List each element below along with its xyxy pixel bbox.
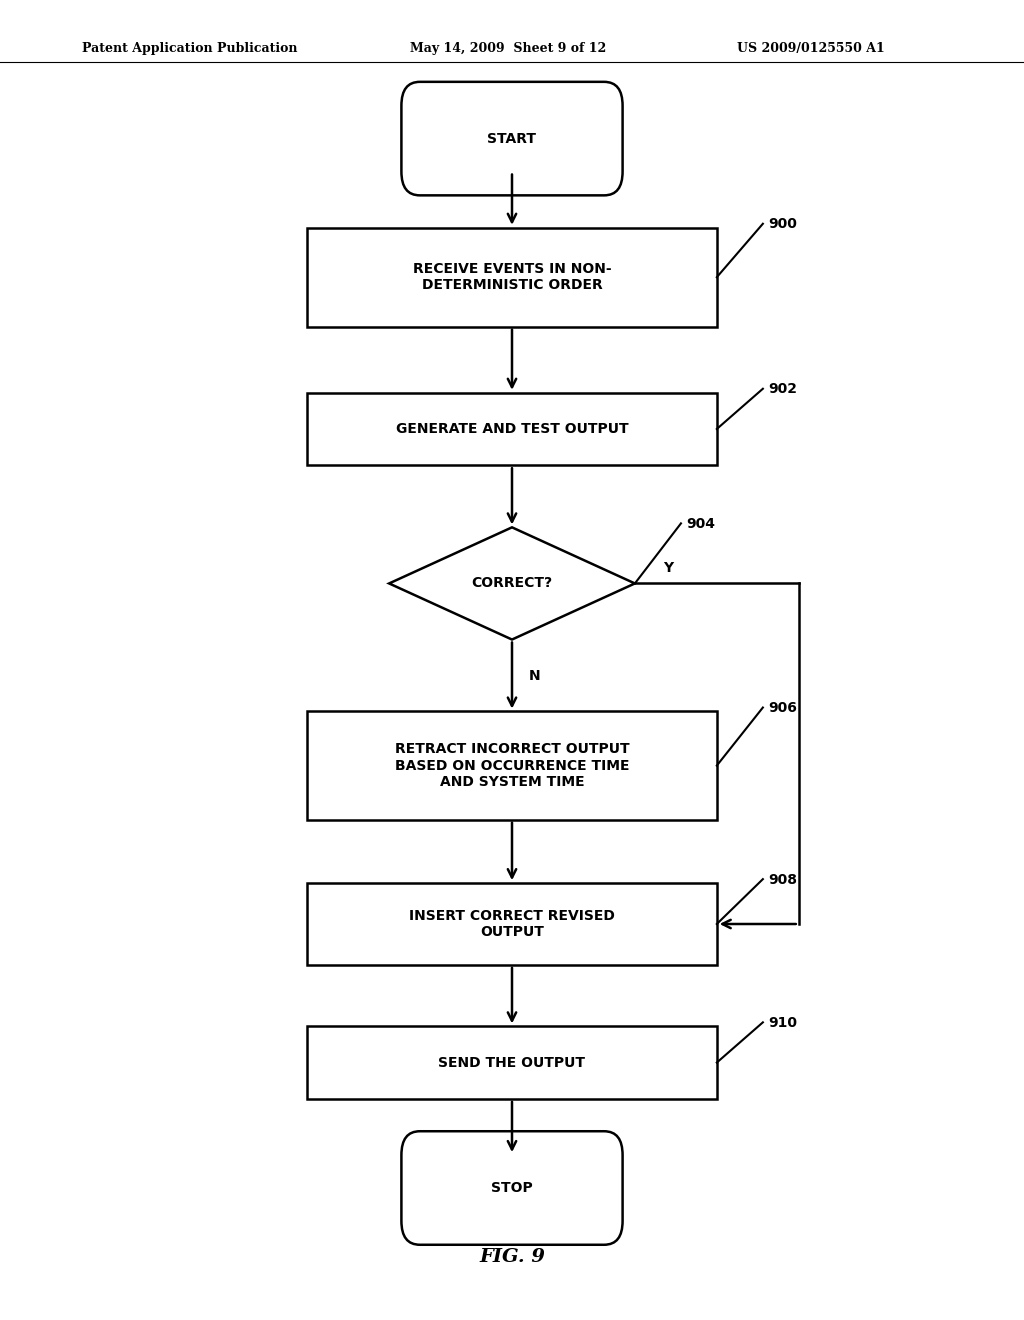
Text: N: N: [528, 669, 541, 684]
Text: May 14, 2009  Sheet 9 of 12: May 14, 2009 Sheet 9 of 12: [410, 42, 606, 55]
Bar: [307, 711, 717, 820]
Text: 906: 906: [768, 701, 797, 715]
Text: RECEIVE EVENTS IN NON-
DETERMINISTIC ORDER: RECEIVE EVENTS IN NON- DETERMINISTIC ORD…: [413, 263, 611, 292]
Text: 904: 904: [686, 516, 715, 531]
Bar: [307, 883, 717, 965]
Text: Patent Application Publication: Patent Application Publication: [82, 42, 297, 55]
Bar: [307, 393, 717, 465]
Text: 902: 902: [768, 383, 797, 396]
Text: 910: 910: [768, 1016, 797, 1030]
Text: STOP: STOP: [492, 1181, 532, 1195]
FancyBboxPatch shape: [401, 82, 623, 195]
Polygon shape: [389, 527, 635, 639]
Text: SEND THE OUTPUT: SEND THE OUTPUT: [438, 1056, 586, 1069]
FancyBboxPatch shape: [401, 1131, 623, 1245]
Text: FIG. 9: FIG. 9: [479, 1247, 545, 1266]
Text: 908: 908: [768, 873, 797, 887]
Text: CORRECT?: CORRECT?: [471, 577, 553, 590]
Text: Y: Y: [664, 561, 674, 574]
Text: RETRACT INCORRECT OUTPUT
BASED ON OCCURRENCE TIME
AND SYSTEM TIME: RETRACT INCORRECT OUTPUT BASED ON OCCURR…: [394, 742, 630, 789]
Text: START: START: [487, 132, 537, 145]
Bar: [307, 227, 717, 326]
Text: 900: 900: [768, 216, 797, 231]
Bar: [307, 1027, 717, 1098]
Text: US 2009/0125550 A1: US 2009/0125550 A1: [737, 42, 885, 55]
Text: INSERT CORRECT REVISED
OUTPUT: INSERT CORRECT REVISED OUTPUT: [409, 909, 615, 939]
Text: GENERATE AND TEST OUTPUT: GENERATE AND TEST OUTPUT: [395, 422, 629, 436]
